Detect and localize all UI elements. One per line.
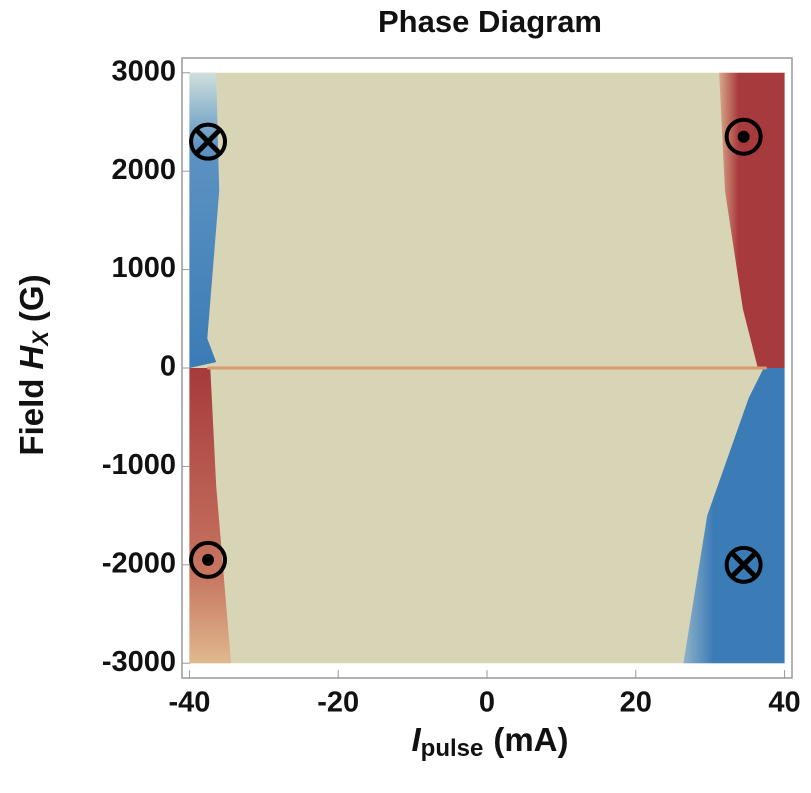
plot-area bbox=[189, 72, 785, 664]
magnetization-marker bbox=[724, 545, 763, 584]
y-axis-label: Field HX (G) bbox=[13, 274, 53, 455]
y-label-symbol: H bbox=[13, 345, 50, 370]
y-label-text: Field bbox=[13, 379, 50, 456]
chart-title: Phase Diagram bbox=[378, 4, 602, 39]
marker-cross bbox=[195, 128, 221, 155]
y-label-subscript: X bbox=[28, 330, 53, 348]
y-tick-label: 1000 bbox=[111, 252, 176, 284]
magnetization-marker bbox=[189, 540, 228, 579]
x-label-unit: (mA) bbox=[493, 721, 568, 758]
marker-ring bbox=[189, 540, 228, 579]
marker-ring bbox=[724, 117, 763, 156]
phase-region bbox=[189, 368, 232, 664]
magnetization-marker bbox=[724, 117, 763, 156]
marker-ring bbox=[724, 545, 763, 584]
x-tick-label: 0 bbox=[479, 687, 495, 719]
x-tick-label: 20 bbox=[620, 687, 652, 719]
phase-region bbox=[719, 72, 785, 369]
x-label-symbol: I bbox=[411, 721, 421, 758]
phase-region bbox=[683, 368, 785, 664]
x-tick-label: 40 bbox=[768, 687, 800, 719]
y-tick-label: 0 bbox=[160, 351, 176, 383]
x-tick-label: -40 bbox=[168, 687, 210, 719]
y-tick-label: -2000 bbox=[102, 547, 176, 579]
x-axis-label: Ipulse (mA) bbox=[411, 721, 568, 763]
marker-dot bbox=[737, 130, 750, 143]
x-tick-label: -20 bbox=[317, 687, 359, 719]
y-label-unit: (G) bbox=[13, 274, 50, 322]
marker-ring bbox=[189, 122, 228, 161]
y-tick-label: -1000 bbox=[102, 449, 176, 481]
y-tick-label: 3000 bbox=[111, 55, 176, 87]
marker-cross bbox=[730, 552, 757, 578]
magnetization-marker bbox=[189, 122, 228, 161]
marker-dot bbox=[202, 553, 215, 566]
y-tick-label: -3000 bbox=[102, 646, 176, 678]
y-tick-label: 2000 bbox=[111, 154, 176, 186]
x-label-subscript: pulse bbox=[421, 735, 484, 762]
